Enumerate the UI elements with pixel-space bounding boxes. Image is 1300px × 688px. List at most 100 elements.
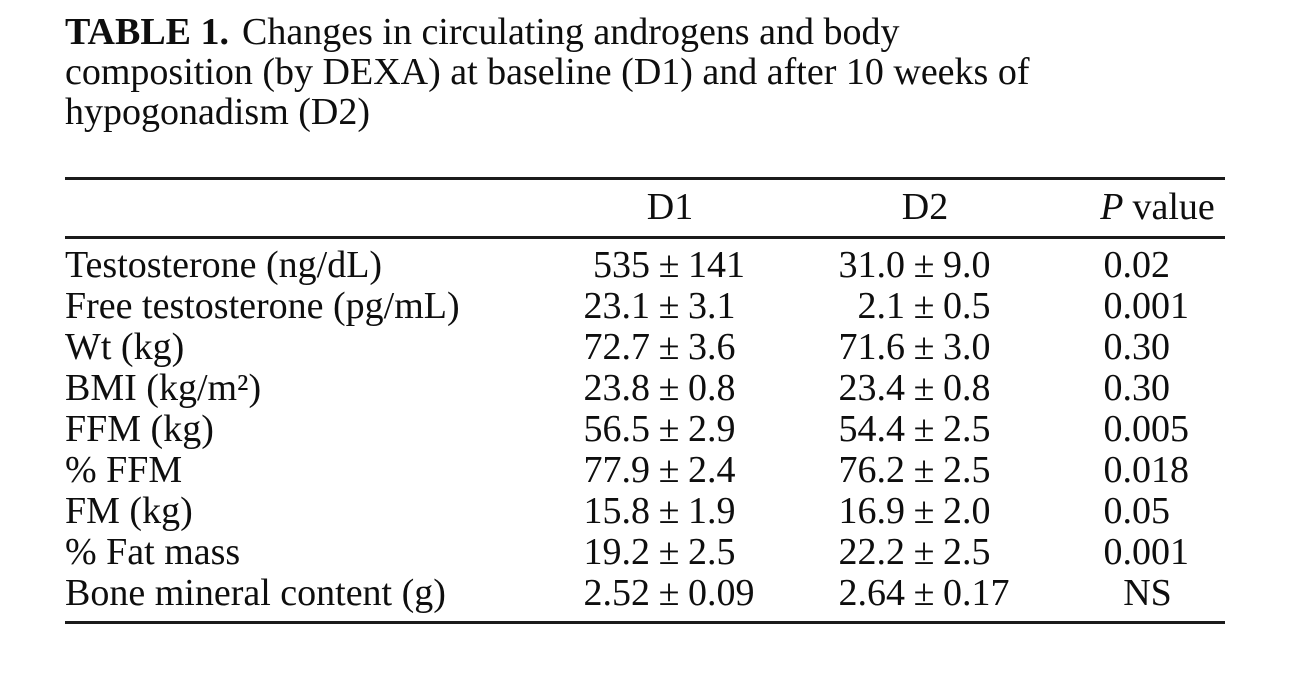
- table-rule-top: [65, 177, 1225, 180]
- sd-value: 2.5: [943, 531, 991, 573]
- row-label: Free testosterone (pg/mL): [65, 285, 460, 327]
- plus-minus-sign: ±: [658, 408, 680, 450]
- d2-value: 31.0 ±9.0: [825, 245, 1025, 286]
- table-row: % Fat mass 19.2 ±2.5 22.2 ±2.5 0.001: [65, 532, 1225, 573]
- sd-value: 2.0: [943, 490, 991, 532]
- table-rule-bottom: [65, 621, 1225, 624]
- sd-value: 2.9: [688, 408, 736, 450]
- sd-value: 3.0: [943, 326, 991, 368]
- plus-minus-sign: ±: [913, 572, 935, 614]
- plus-minus-sign: ±: [658, 367, 680, 409]
- d1-value: 19.2 ±2.5: [570, 532, 770, 573]
- plus-minus-sign: ±: [913, 408, 935, 450]
- header-d1: D1: [646, 186, 694, 228]
- table-number-label: TABLE 1.: [65, 11, 230, 53]
- table-row: % FFM 77.9 ±2.4 76.2 ±2.5 0.018: [65, 450, 1225, 491]
- caption-line: TABLE 1. Changes in circulating androgens…: [65, 12, 1235, 52]
- mean-value: 54.4: [838, 408, 906, 450]
- mean-value: 23.8: [583, 367, 651, 409]
- table-row: Testosterone (ng/dL) 535 ±141 31.0 ±9.0 0.…: [65, 245, 1225, 286]
- p-value: 0.30: [1103, 367, 1171, 409]
- caption-text: Changes in circulating androgens and bod…: [242, 11, 900, 53]
- sd-value: 2.5: [688, 531, 736, 573]
- table-caption: TABLE 1. Changes in circulating androgens…: [65, 12, 1235, 132]
- mean-value: 77.9: [583, 449, 651, 491]
- row-label: FM (kg): [65, 490, 193, 532]
- p-value-cell: 0.005: [1070, 409, 1225, 450]
- p-value-cell: 0.30: [1070, 327, 1225, 368]
- p-value: 0.30: [1103, 326, 1171, 368]
- table-row: Bone mineral content (g) 2.52 ±0.09 2.64 ±…: [65, 573, 1225, 614]
- caption-line: hypogonadism (D2): [65, 91, 371, 133]
- p-value-cell: 0.001: [1070, 532, 1225, 573]
- mean-value: 23.1: [583, 285, 651, 327]
- sd-value: 1.9: [688, 490, 736, 532]
- plus-minus-sign: ±: [913, 285, 935, 327]
- sd-value: 141: [688, 244, 745, 286]
- row-label: BMI (kg/m²): [65, 367, 262, 409]
- plus-minus-sign: ±: [658, 326, 680, 368]
- p-value: 0.05: [1103, 490, 1171, 532]
- plus-minus-sign: ±: [658, 449, 680, 491]
- p-value: 0.001: [1103, 531, 1190, 573]
- d1-value: 56.5 ±2.9: [570, 409, 770, 450]
- mean-value: 19.2: [583, 531, 651, 573]
- d1-value: 2.52 ±0.09: [570, 573, 770, 614]
- table-rule-mid: [65, 236, 1225, 239]
- d1-value: 77.9 ±2.4: [570, 450, 770, 491]
- table-row: Free testosterone (pg/mL) 23.1 ±3.1 2.1 ±0…: [65, 286, 1225, 327]
- sd-value: 0.8: [688, 367, 736, 409]
- mean-value: 76.2: [838, 449, 906, 491]
- mean-value: 2.1: [857, 285, 906, 327]
- sd-value: 0.09: [688, 572, 755, 614]
- table-row: FFM (kg) 56.5 ±2.9 54.4 ±2.5 0.005: [65, 409, 1225, 450]
- plus-minus-sign: ±: [658, 531, 680, 573]
- d2-value: 16.9 ±2.0: [825, 491, 1025, 532]
- d2-value: 2.1 ±0.5: [825, 286, 1025, 327]
- d2-value: 76.2 ±2.5: [825, 450, 1025, 491]
- d1-value: 23.8 ±0.8: [570, 368, 770, 409]
- sd-value: 2.5: [943, 408, 991, 450]
- mean-value: 2.52: [583, 572, 651, 614]
- p-value: 0.02: [1103, 244, 1171, 286]
- plus-minus-sign: ±: [913, 490, 935, 532]
- table-row: Wt (kg) 72.7 ±3.6 71.6 ±3.0 0.30: [65, 327, 1225, 368]
- d2-value: 54.4 ±2.5: [825, 409, 1025, 450]
- row-label: Testosterone (ng/dL): [65, 244, 383, 286]
- mean-value: 535: [593, 244, 650, 286]
- sd-value: 0.8: [943, 367, 991, 409]
- p-value: 0.001: [1103, 285, 1190, 327]
- d2-value: 2.64 ±0.17: [825, 573, 1025, 614]
- sd-value: 9.0: [943, 244, 991, 286]
- d2-value: 71.6 ±3.0: [825, 327, 1025, 368]
- p-value: 0.018: [1103, 449, 1190, 491]
- plus-minus-sign: ±: [658, 490, 680, 532]
- p-symbol: P: [1100, 186, 1124, 228]
- mean-value: 15.8: [583, 490, 651, 532]
- mean-value: 22.2: [838, 531, 906, 573]
- mean-value: 31.0: [838, 244, 906, 286]
- header-d2: D2: [901, 186, 949, 228]
- mean-value: 16.9: [838, 490, 906, 532]
- d2-value: 23.4 ±0.8: [825, 368, 1025, 409]
- row-label: % FFM: [65, 449, 183, 491]
- d1-value: 15.8 ±1.9: [570, 491, 770, 532]
- sd-value: 0.5: [943, 285, 991, 327]
- mean-value: 56.5: [583, 408, 651, 450]
- table-row: BMI (kg/m²) 23.8 ±0.8 23.4 ±0.8 0.30: [65, 368, 1225, 409]
- sd-value: 3.6: [688, 326, 736, 368]
- sd-value: 3.1: [688, 285, 736, 327]
- p-value: NS: [1123, 572, 1172, 614]
- p-value-cell: 0.001: [1070, 286, 1225, 327]
- row-label: FFM (kg): [65, 408, 214, 450]
- mean-value: 2.64: [838, 572, 906, 614]
- d1-value: 535 ±141: [570, 245, 770, 286]
- p-word: value: [1132, 186, 1215, 228]
- table-row: FM (kg) 15.8 ±1.9 16.9 ±2.0 0.05: [65, 491, 1225, 532]
- mean-value: 23.4: [838, 367, 906, 409]
- row-label: Bone mineral content (g): [65, 572, 446, 614]
- mean-value: 72.7: [583, 326, 651, 368]
